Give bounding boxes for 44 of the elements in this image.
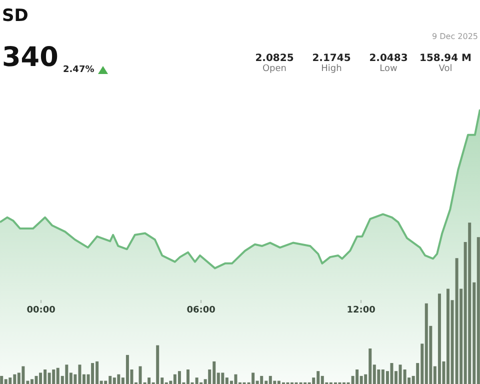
bar — [178, 371, 181, 384]
bar — [148, 378, 151, 384]
bar — [390, 363, 394, 384]
text: Vol — [438, 64, 454, 74]
bar — [234, 374, 238, 384]
text: 158.94 M — [418, 53, 473, 64]
bar — [221, 372, 224, 384]
chart-title: SD — [2, 6, 28, 26]
text: 9 Dec 2025 — [432, 32, 478, 41]
text: Open — [261, 64, 288, 74]
text: 2.47% — [63, 65, 94, 75]
bar — [356, 369, 359, 384]
text: 2.1745 — [311, 53, 352, 64]
bar — [39, 372, 42, 384]
bar — [252, 372, 255, 384]
bar — [117, 374, 120, 384]
bar — [260, 376, 264, 384]
bar — [476, 237, 480, 384]
x-tick-label: 12:00 — [346, 306, 376, 316]
chart-subtitle: 340 — [2, 41, 58, 75]
bar — [65, 364, 68, 384]
bar — [22, 366, 25, 384]
bar — [195, 378, 198, 384]
bar — [455, 258, 458, 384]
text: High — [320, 64, 343, 74]
bar — [52, 369, 56, 384]
bar — [91, 363, 94, 384]
bar — [424, 303, 428, 384]
x-tick-label: 00:00 — [26, 306, 56, 316]
text: 2.0825 — [254, 53, 295, 64]
bar — [156, 345, 160, 384]
bar — [438, 294, 441, 384]
bar — [4, 379, 8, 384]
bar — [0, 376, 4, 384]
text: Low — [378, 64, 398, 74]
bar — [268, 376, 272, 384]
bar — [112, 378, 116, 384]
bar — [48, 372, 51, 384]
text: 2.0483 — [368, 53, 409, 64]
x-tick-label: 06:00 — [186, 306, 216, 316]
bar — [468, 222, 472, 384]
bar — [34, 376, 38, 384]
bar — [126, 354, 129, 384]
bar — [8, 378, 12, 384]
